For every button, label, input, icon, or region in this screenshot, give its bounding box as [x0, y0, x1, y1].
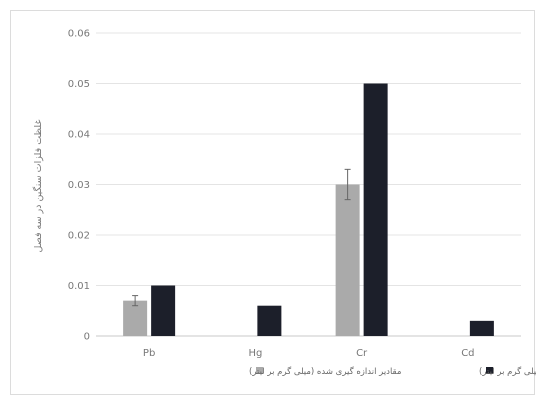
bar-cr-series-2 [363, 83, 388, 336]
y-tick-label: 0.05 [68, 79, 90, 90]
bar-hg-series-2 [257, 305, 282, 336]
x-category-label: Cr [356, 348, 368, 359]
y-tick-label: 0.02 [68, 231, 90, 242]
y-tick-label: 0.03 [68, 180, 90, 191]
x-axis-category-labels: Pb Hg Cr Cd [143, 348, 475, 359]
bar-cr-series-1 [335, 184, 360, 336]
bar-pb-series-2 [151, 285, 176, 336]
bar-cd-series-2 [469, 320, 494, 336]
x-category-label: Hg [248, 348, 262, 359]
y-tick-label: 0.01 [68, 281, 90, 292]
legend-swatch [486, 367, 493, 374]
y-tick-label: 0.06 [68, 29, 90, 40]
y-tick-label: 0.04 [68, 130, 90, 141]
y-axis-title: غلظت فلزات سنگین در سه فصل [32, 120, 44, 253]
legend-label: استاندارد ملی (میلی گرم بر لیتر) [479, 366, 536, 377]
legend-label: مقادیر اندازه گیری شده (میلی گرم بر لیتر… [249, 366, 401, 377]
bar-group [123, 83, 494, 336]
chart-frame: 0 0.01 0.02 0.03 0.04 0.05 0.06 Pb Hg Cr Cd غلظت … [10, 10, 547, 395]
x-category-label: Pb [143, 348, 155, 359]
x-category-label: Cd [461, 348, 474, 359]
y-axis-tick-labels: 0 0.01 0.02 0.03 0.04 0.05 0.06 [68, 29, 90, 343]
legend: مقادیر اندازه گیری شده (میلی گرم بر لیتر… [249, 366, 547, 377]
bar-chart: 0 0.01 0.02 0.03 0.04 0.05 0.06 Pb Hg Cr Cd غلظت … [32, 29, 547, 378]
bar-pb-series-1 [123, 300, 148, 336]
legend-swatch [256, 367, 263, 374]
y-tick-label: 0 [84, 332, 90, 343]
